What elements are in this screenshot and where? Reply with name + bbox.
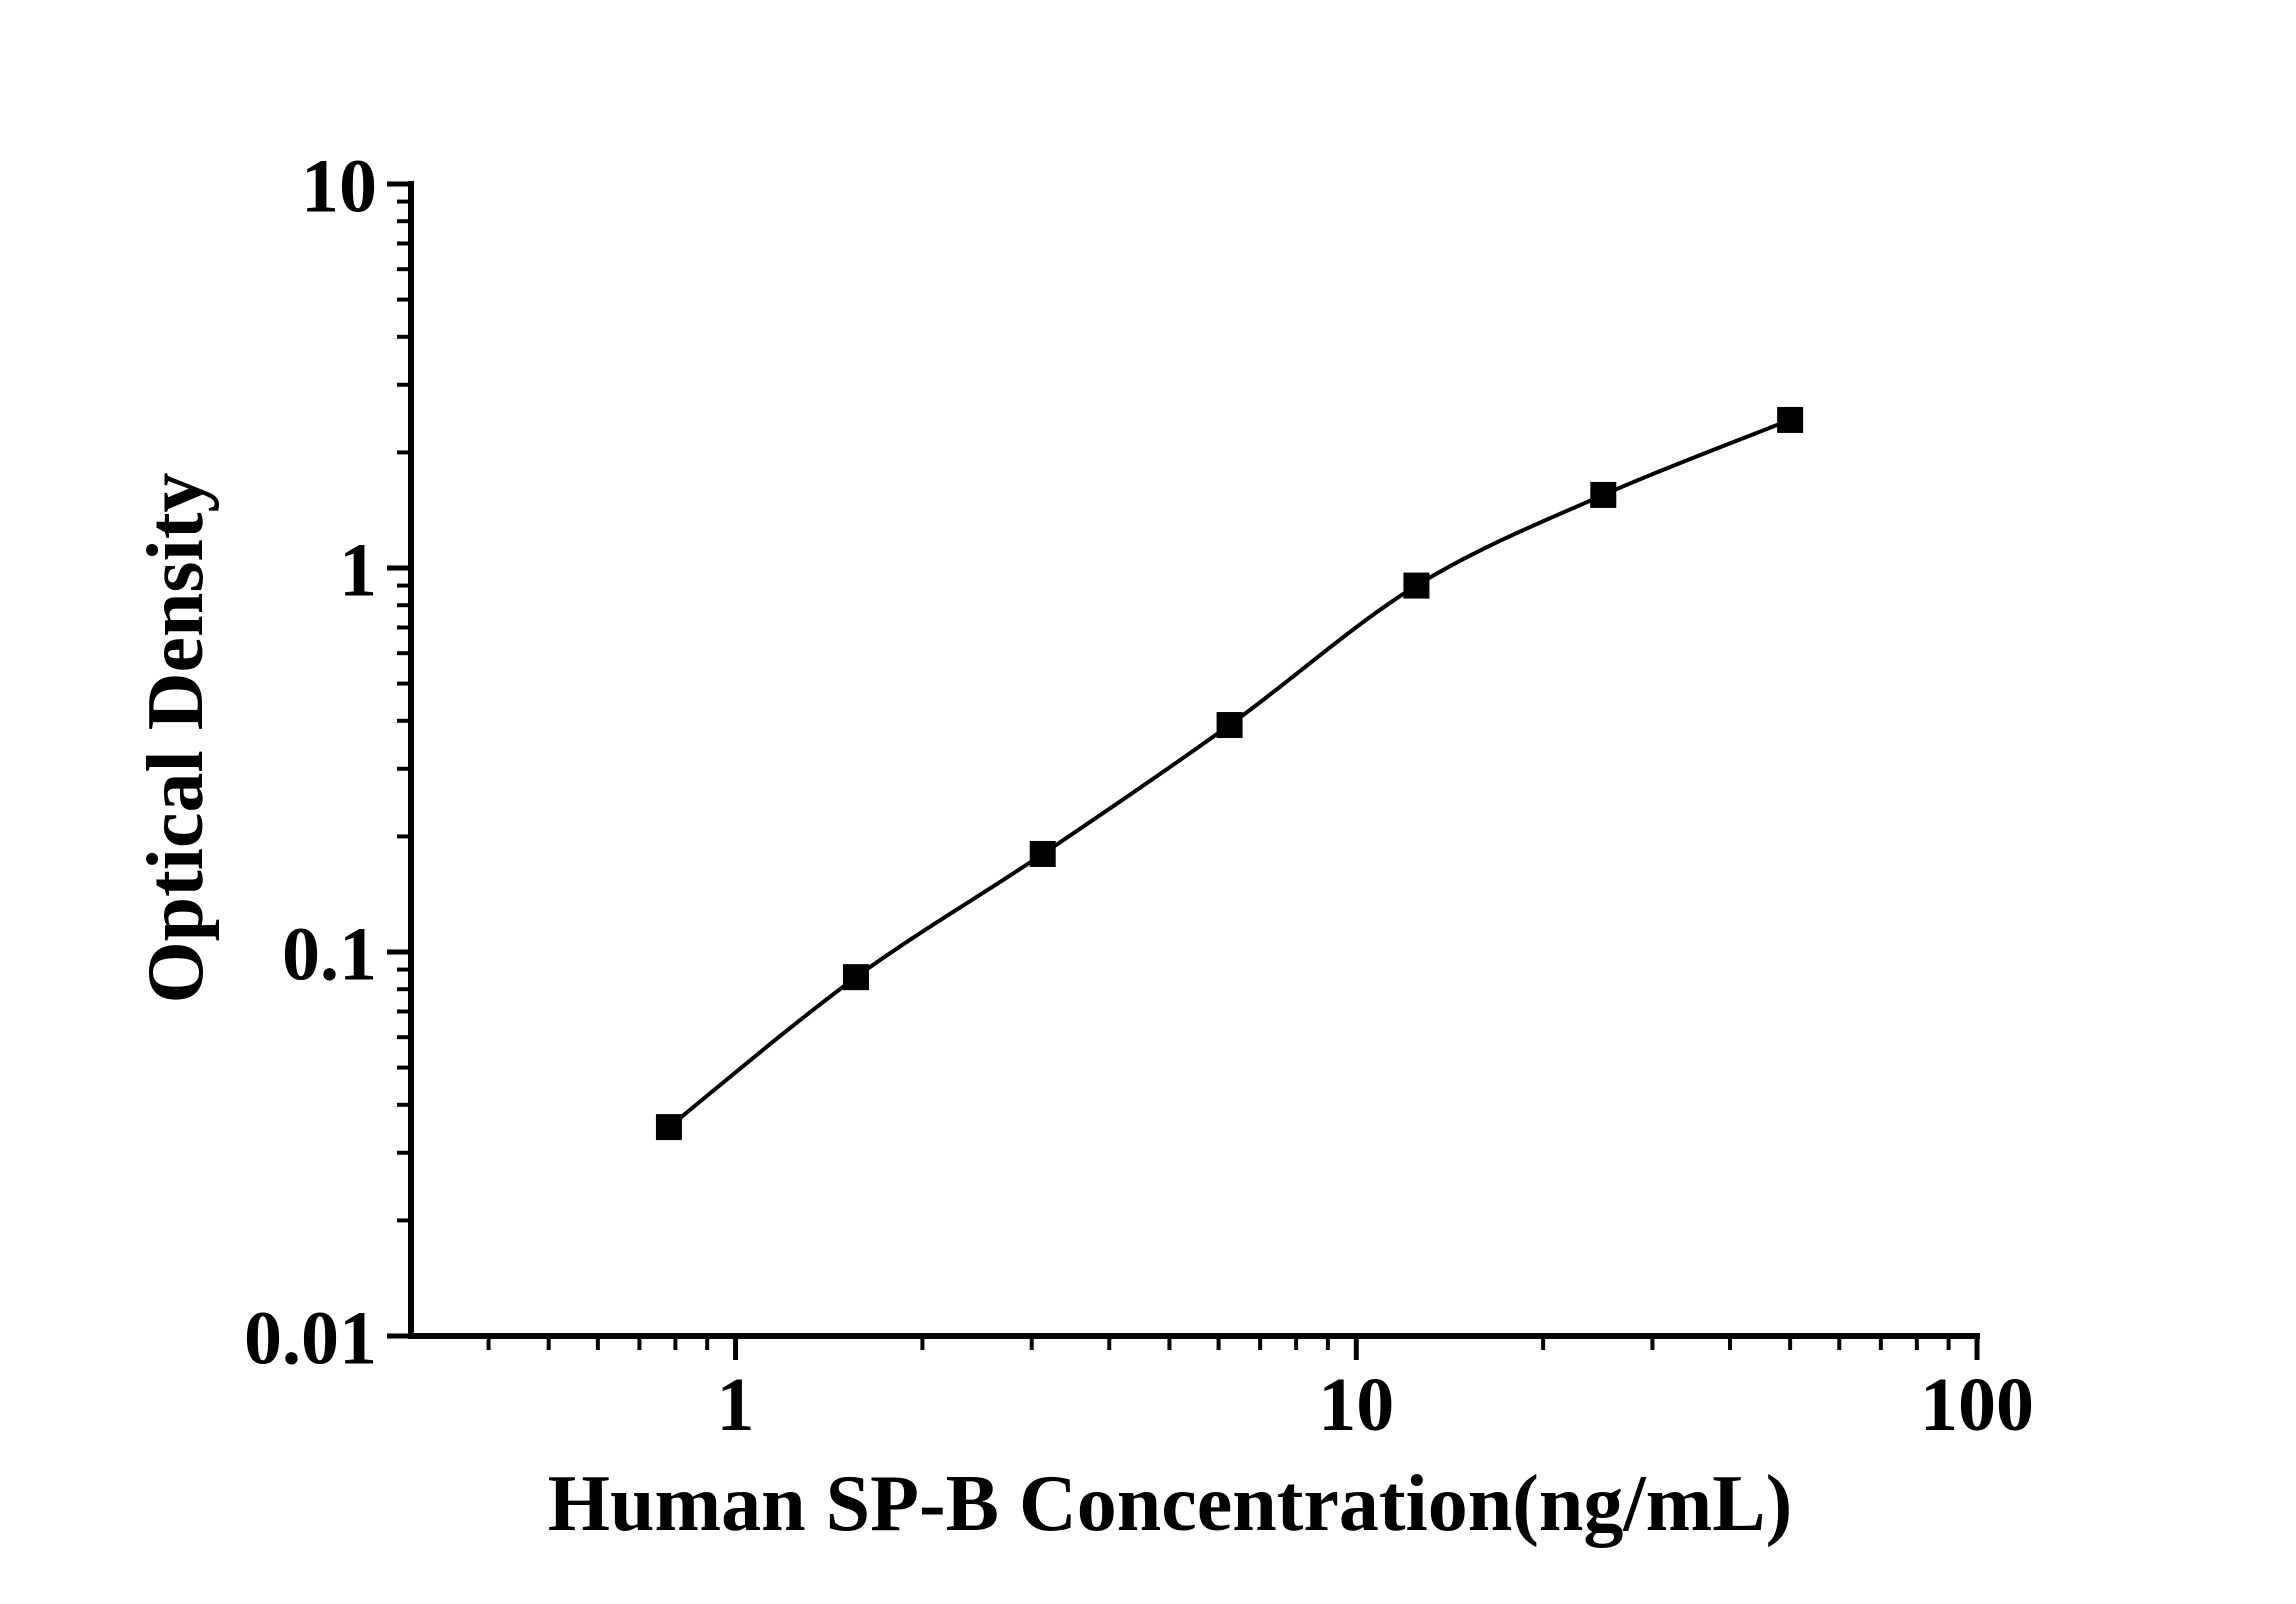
y-tick-label: 10 — [301, 144, 377, 228]
series-line — [667, 418, 1791, 1129]
data-point-marker — [1590, 481, 1617, 508]
y-tick-label: 0.01 — [244, 1296, 377, 1380]
y-tick-label: 1 — [339, 528, 377, 612]
x-tick-label: 10 — [1318, 1363, 1394, 1447]
x-tick-label: 100 — [1920, 1363, 2034, 1447]
x-axis-title: Human SP-B Concentration(ng/mL) — [548, 1460, 1793, 1548]
tick-label-layer: 1 10 100 0.01 0.1 1 10 — [244, 144, 2034, 1447]
data-point-marker — [655, 1114, 682, 1141]
x-tick-label: 1 — [717, 1363, 755, 1447]
y-tick-label: 0.1 — [282, 912, 377, 996]
data-point-marker — [1216, 712, 1243, 739]
axes-layer — [408, 181, 1980, 1339]
data-point-marker — [1403, 572, 1430, 599]
data-point-marker — [1777, 406, 1804, 433]
data-point-marker — [842, 964, 869, 991]
data-point-marker — [1029, 840, 1056, 867]
y-axis-title: Optical Density — [132, 472, 220, 1003]
tick-layer — [387, 181, 1980, 1360]
series-layer — [655, 406, 1804, 1141]
